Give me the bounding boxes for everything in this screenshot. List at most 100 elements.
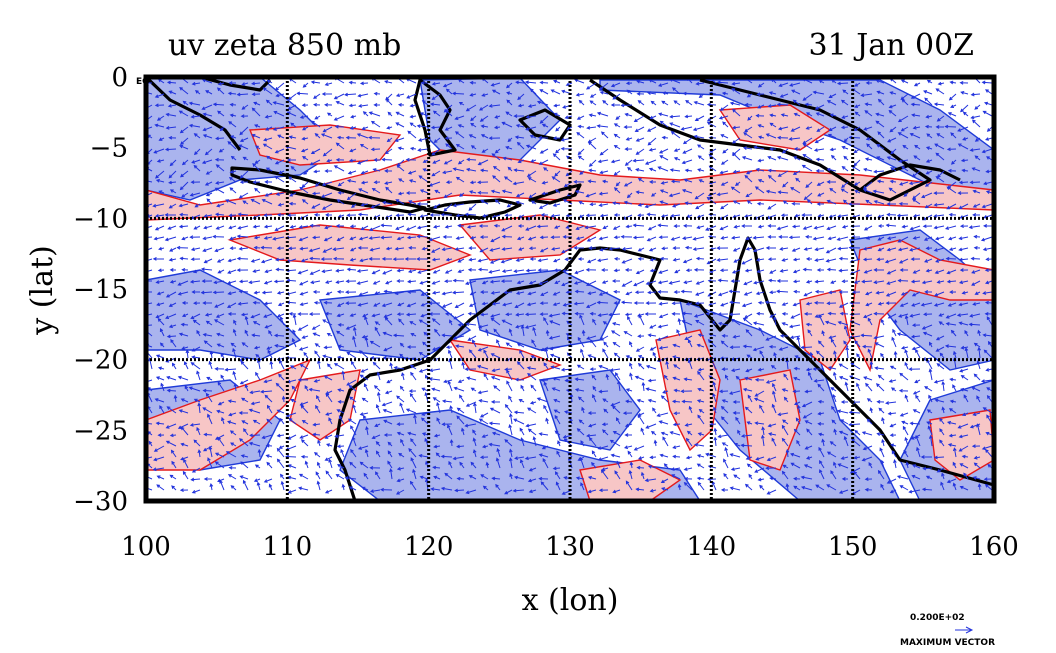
wind-arrow	[373, 91, 381, 96]
wind-arrow	[215, 136, 225, 141]
wind-arrow	[431, 247, 441, 253]
wind-arrow	[948, 247, 957, 251]
wind-arrow	[421, 246, 429, 251]
wind-arrow	[452, 203, 465, 208]
wind-arrow	[253, 290, 261, 295]
wind-arrow	[157, 433, 165, 437]
wind-arrow	[589, 100, 597, 106]
wind-arrow	[552, 291, 561, 296]
wind-arrow	[466, 376, 477, 381]
wind-arrow	[760, 434, 765, 447]
wind-arrow	[721, 333, 729, 338]
wind-arrow	[720, 134, 729, 139]
blue-region	[539, 369, 641, 451]
wind-arrow	[540, 291, 549, 296]
wind-arrow	[440, 212, 453, 217]
wind-arrow	[904, 361, 909, 370]
wind-arrow	[196, 329, 201, 337]
wind-arrow	[358, 104, 369, 108]
wind-arrow	[176, 245, 189, 250]
wind-arrow	[939, 352, 945, 359]
wind-arrow	[363, 383, 369, 392]
wind-arrow	[933, 191, 945, 195]
wind-arrow	[873, 200, 885, 205]
wind-arrow	[274, 225, 285, 231]
wind-arrow	[350, 448, 357, 458]
wind-arrow	[277, 134, 285, 139]
wind-arrow	[573, 179, 585, 184]
wind-arrow	[637, 178, 645, 183]
wind-arrow	[442, 82, 453, 88]
wind-arrow	[374, 321, 381, 326]
vector-key: 0.200E+02 MAXIMUM VECTOR	[900, 613, 995, 648]
wind-arrow	[242, 479, 249, 491]
wind-arrow	[250, 401, 261, 406]
wind-arrow	[620, 300, 633, 305]
wind-arrow	[431, 257, 441, 262]
wind-arrow	[168, 180, 177, 185]
wind-arrow	[171, 460, 177, 469]
wind-arrow	[207, 413, 213, 425]
wind-arrow	[648, 148, 657, 152]
wind-arrow	[303, 351, 309, 359]
wind-arrow	[897, 132, 909, 139]
wind-arrow	[340, 448, 345, 458]
wind-arrow	[252, 300, 261, 305]
y-tick-label: −30	[73, 487, 128, 517]
wind-arrow	[314, 343, 321, 348]
wind-arrow	[254, 464, 261, 469]
wind-arrow	[635, 137, 645, 142]
wind-arrow	[893, 318, 898, 326]
wind-arrow	[933, 302, 945, 307]
wind-arrow	[886, 247, 897, 252]
wind-arrow	[409, 122, 417, 128]
wind-arrow	[309, 256, 321, 261]
wind-arrow	[873, 280, 885, 285]
wind-arrow	[717, 278, 729, 283]
wind-arrow	[456, 476, 465, 481]
wind-arrow	[478, 324, 489, 329]
wind-arrow	[765, 133, 777, 139]
wind-arrow	[552, 466, 561, 471]
wind-arrow	[278, 170, 285, 174]
wind-arrow	[826, 167, 837, 172]
wind-arrow	[842, 89, 849, 95]
wind-arrow	[153, 236, 165, 241]
wind-arrow	[880, 483, 885, 491]
wind-arrow	[301, 335, 309, 339]
wind-arrow	[503, 176, 513, 183]
wind-arrow	[554, 430, 561, 436]
wind-arrow	[977, 483, 982, 491]
wind-arrow	[375, 440, 381, 447]
wind-arrow	[323, 300, 333, 305]
wind-arrow	[941, 406, 946, 414]
wind-arrow	[514, 302, 525, 308]
wind-arrow	[660, 431, 669, 436]
wind-arrow	[986, 126, 993, 132]
wind-arrow	[958, 302, 969, 307]
wind-arrow	[757, 224, 765, 229]
wind-arrow	[777, 170, 789, 177]
wind-arrow	[706, 102, 717, 107]
wind-arrow	[301, 136, 309, 141]
wind-arrow	[435, 452, 441, 458]
wind-arrow	[744, 174, 753, 183]
wind-arrow	[767, 203, 777, 210]
wind-arrow	[804, 102, 813, 107]
wind-arrow	[431, 148, 441, 156]
wind-arrow	[370, 356, 381, 360]
wind-arrow	[659, 200, 669, 205]
wind-arrow	[183, 458, 189, 469]
wind-arrow	[597, 159, 609, 164]
wind-arrow	[638, 314, 645, 326]
wind-arrow	[279, 417, 285, 425]
wind-arrow	[423, 331, 429, 337]
wind-arrow	[755, 456, 765, 461]
wind-arrow	[337, 399, 345, 404]
wind-arrow	[399, 342, 405, 348]
wind-arrow	[976, 423, 981, 436]
wind-arrow	[589, 202, 597, 207]
wind-arrow	[795, 417, 801, 425]
wind-arrow	[452, 456, 465, 461]
wind-arrow	[767, 257, 777, 262]
